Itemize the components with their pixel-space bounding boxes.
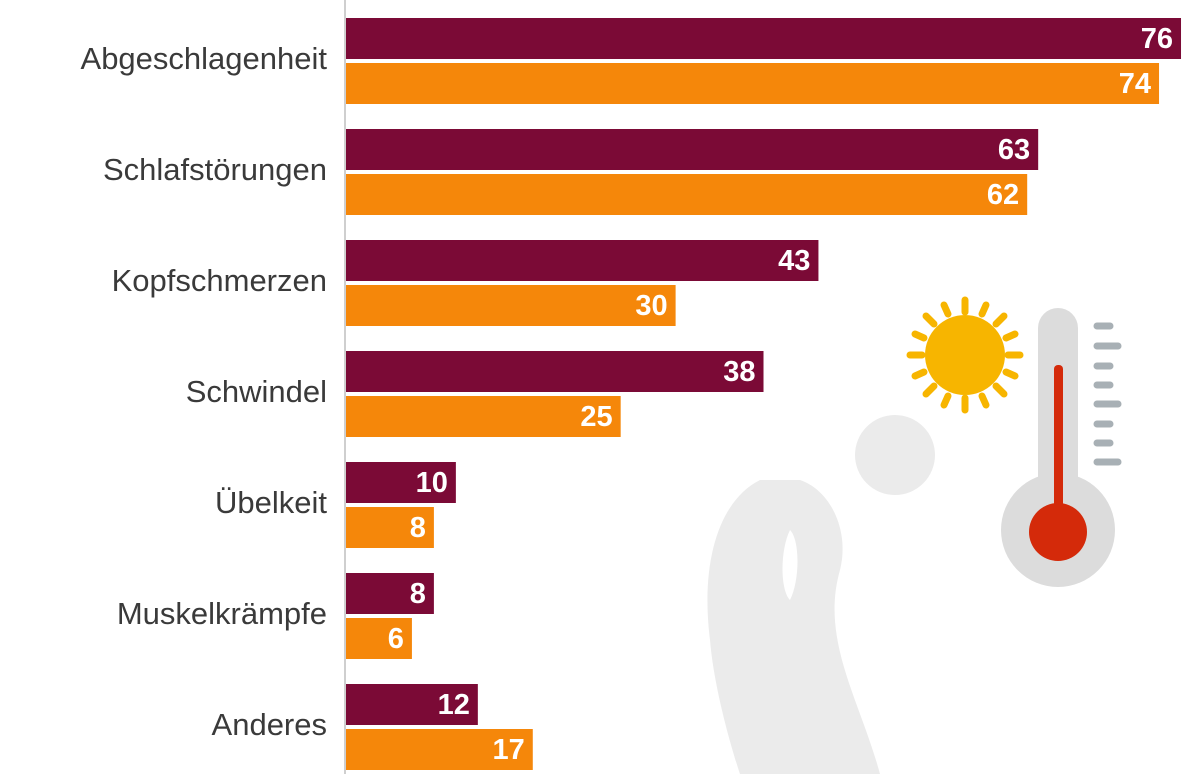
value-label: 10: [416, 467, 448, 499]
value-label: 8: [410, 512, 426, 544]
illustration: [707, 296, 1122, 774]
bar: [346, 18, 1182, 59]
category-label: Schlafstörungen: [103, 152, 327, 187]
value-label: 63: [998, 134, 1030, 166]
bar: [346, 129, 1039, 170]
category-label: Kopfschmerzen: [112, 263, 327, 298]
value-label: 43: [778, 245, 810, 277]
value-label: 25: [580, 401, 612, 433]
bar: [346, 507, 434, 548]
bar: [346, 618, 412, 659]
person-head: [855, 415, 935, 495]
bar: [346, 684, 478, 725]
value-label: 38: [723, 356, 755, 388]
sun: [906, 296, 1024, 414]
bar: [346, 396, 621, 437]
category-label: Abgeschlagenheit: [81, 41, 328, 76]
category-label: Anderes: [212, 707, 327, 742]
bar: [346, 174, 1028, 215]
category-label: Schwindel: [186, 374, 327, 409]
bar: [346, 729, 533, 770]
value-label: 74: [1119, 68, 1151, 100]
value-label: 17: [493, 734, 525, 766]
thermometer: [1001, 308, 1122, 587]
value-label: 62: [987, 179, 1019, 211]
value-label: 8: [410, 578, 426, 610]
person-body: [707, 480, 880, 774]
value-label: 6: [388, 623, 404, 655]
bar: [346, 462, 456, 503]
bar: [346, 351, 764, 392]
bar: [346, 573, 434, 614]
value-label: 76: [1141, 23, 1173, 55]
bar: [346, 63, 1160, 104]
value-label: 12: [438, 689, 470, 721]
value-label: 30: [635, 290, 667, 322]
category-label: Muskelkrämpfe: [117, 596, 327, 631]
category-label: Übelkeit: [215, 485, 327, 520]
bar: [346, 285, 676, 326]
bar: [346, 240, 819, 281]
